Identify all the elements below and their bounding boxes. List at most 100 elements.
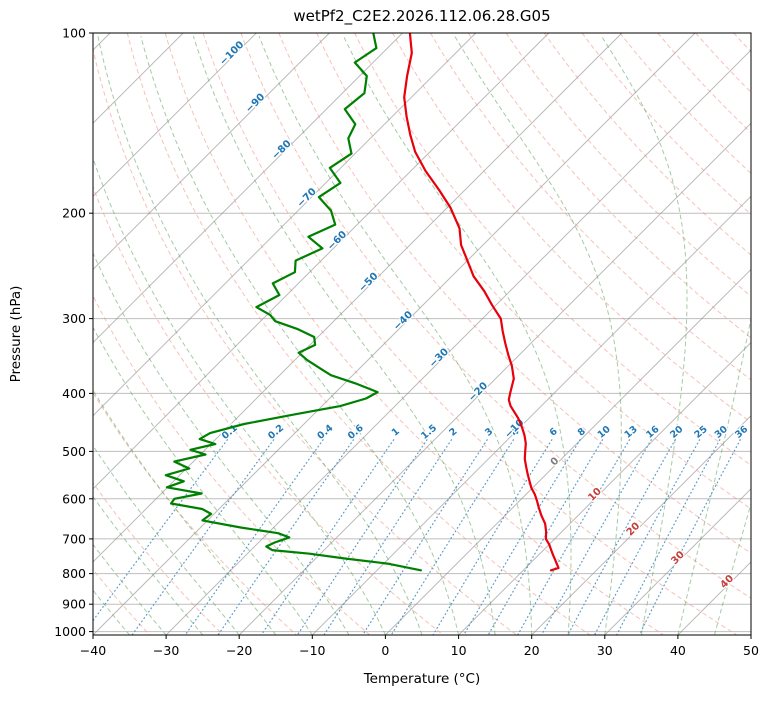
mixing-ratio-label: 30 (713, 424, 730, 441)
isotherm-label: −70 (295, 186, 319, 210)
moist-adiabat-line (93, 589, 130, 635)
isotherm-label: 40 (719, 573, 737, 591)
moist-adiabat-line (93, 251, 350, 635)
dry-adiabat-line (93, 481, 224, 635)
y-tick-label: 300 (62, 311, 86, 326)
dry-adiabat-lines (93, 33, 775, 635)
dry-adiabat-line (278, 33, 751, 554)
isotherm-line (458, 341, 751, 635)
mixing-ratio-line (390, 439, 515, 635)
x-axis-label: Temperature (°C) (363, 671, 481, 687)
mixing-ratio-line (184, 439, 324, 635)
x-tick-label: 0 (381, 643, 389, 658)
dry-adiabat-line (695, 33, 751, 93)
moist-adiabat-line (93, 444, 240, 635)
isotherm-label: −80 (270, 138, 294, 162)
isotherm-line (93, 33, 403, 344)
moist-adiabat-line (454, 35, 622, 635)
mixing-ratio-label: 13 (622, 424, 639, 441)
moist-adiabat-line (601, 35, 688, 635)
dry-adiabat-line (392, 33, 751, 423)
isotherm-line (93, 33, 257, 198)
isotherm-line (677, 561, 751, 635)
isotherm-line (385, 268, 751, 635)
isotherm-label: −90 (244, 92, 268, 116)
mixing-ratio-label: 0.4 (315, 422, 335, 441)
moist-adiabat-line (677, 315, 751, 635)
dry-adiabat-line (202, 33, 738, 635)
isotherm-label: 30 (669, 549, 687, 567)
dry-adiabat-line (93, 391, 297, 635)
y-tick-label: 900 (62, 597, 86, 612)
x-tick-label: 30 (597, 643, 613, 658)
mixing-ratio-line (323, 439, 453, 635)
dry-adiabat-line (316, 33, 751, 510)
x-tick-label: 20 (524, 643, 540, 658)
x-axis-ticks: −40 −30 −20 −10 0 10 20 30 40 50 (80, 635, 759, 658)
y-tick-label: 700 (62, 531, 86, 546)
y-tick-label: 200 (62, 206, 86, 221)
moist-adiabat-line (343, 35, 572, 635)
isotherm-line (93, 33, 696, 635)
dry-adiabat-line (772, 33, 775, 635)
x-tick-label: −10 (299, 643, 325, 658)
mixing-ratio-line (517, 439, 631, 635)
isotherm-line (750, 634, 751, 635)
mixing-ratio-label: 6 (548, 426, 560, 439)
isotherm-label: −60 (326, 229, 350, 253)
y-tick-label: 1000 (54, 624, 86, 639)
moist-adiabat-line (93, 326, 313, 635)
dry-adiabat-line (93, 185, 444, 635)
mixing-ratio-line (362, 439, 488, 635)
x-tick-label: 10 (451, 643, 467, 658)
mixing-ratio-line (131, 439, 275, 635)
mixing-ratio-label: 36 (733, 424, 750, 441)
mixing-ratio-label: 0.2 (266, 423, 286, 442)
x-tick-label: −40 (80, 643, 106, 658)
mixing-ratio-line (540, 439, 652, 635)
moist-adiabat-line (140, 36, 460, 635)
isotherm-line (165, 49, 751, 635)
mixing-ratio-label: 16 (644, 424, 661, 441)
isotherm-label: 20 (625, 521, 643, 539)
dry-adiabat-line (93, 294, 371, 635)
isotherm-line (93, 33, 477, 417)
moist-adiabat-line (93, 389, 277, 635)
dry-adiabat-line (354, 33, 751, 466)
x-tick-label: 40 (670, 643, 686, 658)
isotherm-label: −30 (427, 347, 451, 371)
y-axis-ticks: 100 200 300 400 500 600 700 800 900 1000 (54, 26, 93, 639)
mixing-ratio-line (260, 439, 395, 635)
y-tick-label: 400 (62, 386, 86, 401)
isotherm-line (93, 33, 550, 490)
mixing-ratio-label: 20 (668, 424, 685, 441)
temperature-line (403, 33, 560, 572)
isotherm-label: −50 (357, 271, 381, 295)
mixing-ratio-line (93, 439, 228, 622)
y-tick-label: 500 (62, 444, 86, 459)
dry-adiabat-line (429, 33, 751, 381)
dry-adiabat-line (581, 33, 751, 215)
isotherm-line (93, 33, 184, 124)
plot-border (92, 32, 752, 636)
moist-adiabat-lines (93, 35, 751, 635)
mixing-ratio-line (616, 439, 721, 635)
dry-adiabat-line (126, 33, 591, 635)
isotherm-line (531, 414, 751, 635)
x-tick-label: 50 (743, 643, 759, 658)
dry-adiabat-line (543, 33, 751, 256)
isotherm-line (238, 122, 751, 635)
dry-adiabat-line (93, 47, 517, 635)
mixing-ratio-line (463, 439, 581, 635)
dry-adiabat-line (164, 33, 664, 635)
dry-adiabat-line (657, 33, 751, 134)
mixing-ratio-label: 8 (576, 426, 588, 439)
moist-adiabat-line (97, 36, 423, 635)
mixing-ratio-label: 10 (596, 424, 613, 441)
dry-adiabat-line (240, 33, 751, 599)
moist-adiabat-line (258, 36, 533, 635)
profile-lines (164, 33, 560, 572)
mixing-ratio-line (217, 439, 355, 635)
moist-adiabat-line (713, 502, 751, 635)
mixing-ratio-label: 25 (692, 424, 709, 441)
